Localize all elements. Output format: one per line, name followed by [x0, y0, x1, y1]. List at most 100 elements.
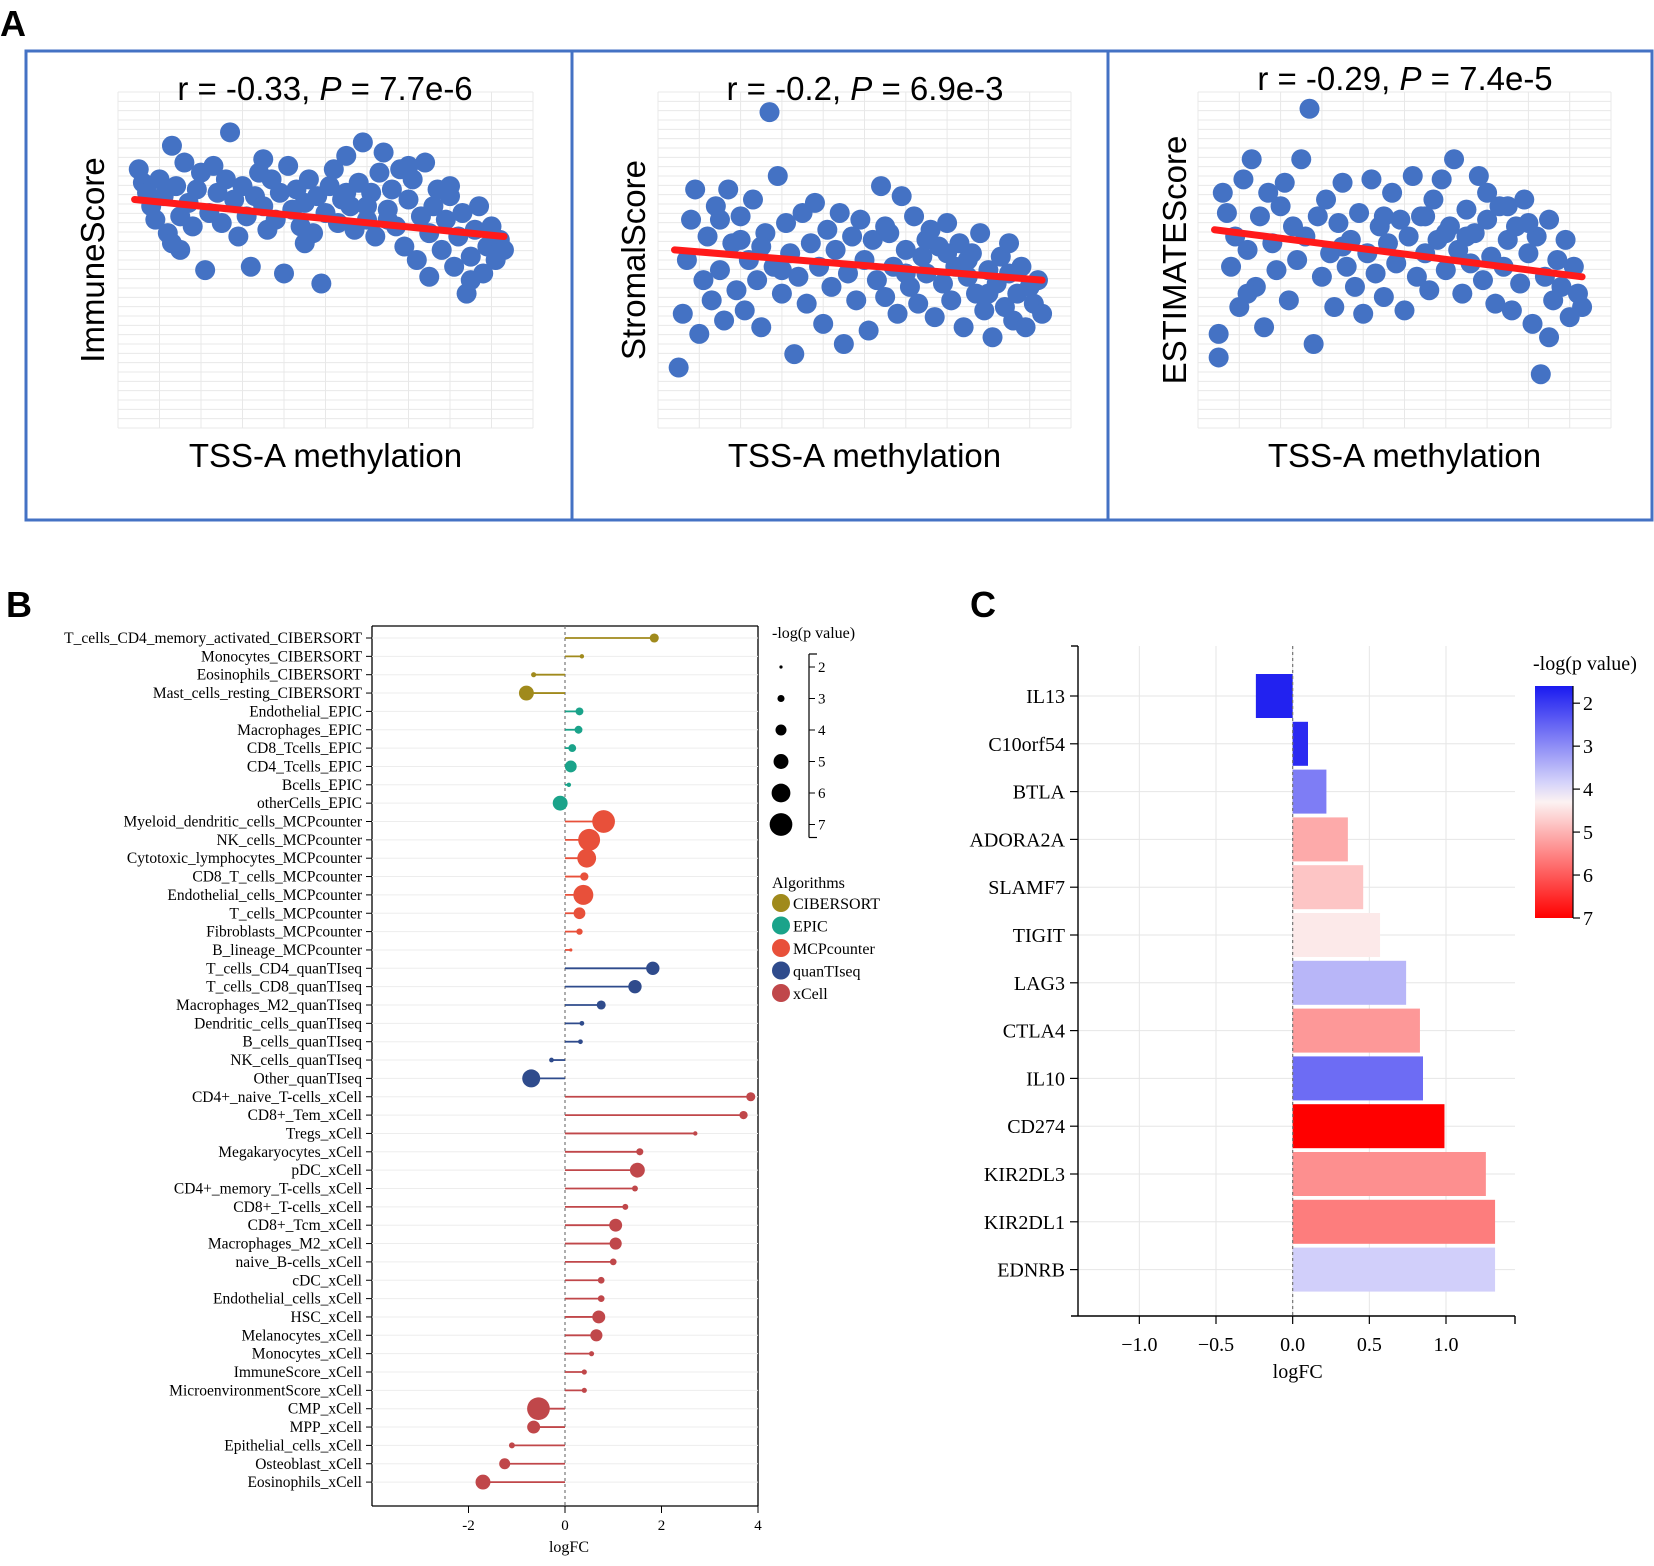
data-point — [837, 263, 858, 284]
lollipop-point — [628, 979, 642, 994]
lollipop-point — [508, 1442, 515, 1449]
x-axis-label: TSS-A methylation — [189, 437, 462, 474]
algorithm-legend-label: quanTIseq — [793, 964, 861, 981]
color-legend-label: 6 — [1583, 865, 1593, 887]
row-label: B_lineage_MCPcounter — [212, 942, 363, 959]
data-point — [1501, 300, 1522, 321]
algorithm-legend-dot — [772, 894, 790, 912]
row-label: HSC_xCell — [291, 1309, 362, 1326]
data-point — [974, 300, 995, 321]
data-point — [253, 149, 274, 170]
size-legend-label: 3 — [818, 692, 826, 708]
data-point — [875, 216, 896, 237]
category-label: IL13 — [1026, 686, 1065, 708]
bar — [1255, 674, 1293, 718]
lollipop-point — [576, 928, 583, 935]
data-point — [871, 176, 892, 197]
data-point — [1011, 256, 1032, 277]
x-axis-label: TSS-A methylation — [728, 437, 1001, 474]
lollipop-point — [569, 948, 573, 952]
row-label: Eosinophils_xCell — [247, 1474, 362, 1491]
lollipop-point — [575, 707, 584, 716]
lollipop-point — [527, 1397, 550, 1421]
lollipop-point — [581, 1369, 587, 1375]
lollipop-point — [499, 1458, 511, 1470]
data-point — [718, 179, 739, 200]
row-label: CD4+_naive_T-cells_xCell — [192, 1089, 362, 1106]
lollipop-point — [739, 1110, 748, 1120]
algorithm-legend-title: Algorithms — [772, 875, 845, 892]
color-legend-label: 5 — [1583, 822, 1593, 844]
data-point — [1539, 209, 1560, 230]
data-point — [714, 310, 735, 331]
row-label: T_cells_CD4_memory_activated_CIBERSORT — [64, 630, 362, 647]
data-point — [1382, 182, 1403, 203]
data-point — [957, 250, 978, 270]
data-point — [1353, 303, 1374, 324]
data-point — [825, 239, 846, 260]
data-point — [1423, 189, 1444, 210]
data-point — [1332, 172, 1353, 193]
row-label: Megakaryocytes_xCell — [218, 1144, 362, 1161]
data-point — [452, 202, 473, 223]
bar — [1292, 1199, 1496, 1244]
data-point — [697, 226, 718, 247]
lollipop-point — [746, 1092, 756, 1102]
data-point — [1431, 169, 1452, 190]
data-point — [817, 219, 838, 240]
lollipop-point — [609, 1237, 622, 1250]
data-point — [999, 233, 1020, 254]
category-label: CTLA4 — [1003, 1021, 1065, 1043]
data-point — [182, 216, 203, 237]
data-point — [771, 260, 792, 281]
row-label: CD8+_Tem_xCell — [248, 1107, 362, 1124]
data-point — [1291, 149, 1312, 170]
bar — [1292, 865, 1364, 910]
row-label: Dendritic_cells_quanTIseq — [194, 1015, 362, 1032]
row-label: otherCells_EPIC — [257, 795, 362, 812]
lollipop-point — [609, 1258, 617, 1266]
data-point — [912, 246, 933, 267]
data-point — [1324, 297, 1345, 318]
data-point — [1477, 182, 1498, 203]
data-point — [431, 239, 452, 260]
size-legend-label: 4 — [818, 723, 826, 739]
data-point — [747, 270, 768, 291]
lollipop-point — [631, 1185, 638, 1192]
data-point — [978, 283, 999, 304]
data-point — [681, 209, 702, 230]
size-legend-label: 5 — [818, 755, 826, 771]
row-label: Eosinophils_CIBERSORT — [197, 667, 363, 684]
data-point — [1435, 223, 1456, 244]
row-label: ImmuneScore_xCell — [234, 1364, 362, 1381]
data-point — [730, 229, 751, 250]
bar — [1292, 1104, 1445, 1149]
data-point — [672, 303, 693, 324]
lollipop-point — [649, 633, 659, 643]
data-point — [1303, 334, 1324, 354]
data-point — [904, 206, 925, 227]
data-point — [1398, 226, 1419, 247]
data-point — [1237, 239, 1258, 260]
data-point — [1274, 172, 1295, 193]
data-point — [970, 223, 991, 244]
lollipop-point — [592, 1310, 606, 1324]
data-point — [1270, 196, 1291, 217]
row-label: Endothelial_cells_MCPcounter — [167, 887, 362, 904]
title-p-symbol: P — [319, 70, 341, 107]
algorithm-legend-dot — [772, 916, 790, 935]
row-label: Bcells_EPIC — [282, 777, 362, 794]
x-tick-label: 0.0 — [1280, 1334, 1305, 1356]
row-label: Macrophages_M2_quanTIseq — [176, 997, 362, 1014]
data-point — [1328, 213, 1349, 234]
data-point — [1307, 206, 1328, 227]
panel-label-c: C — [970, 584, 996, 625]
lollipop-point — [518, 685, 534, 701]
row-label: Osteoblast_xCell — [255, 1456, 362, 1473]
row-label: T_cells_CD8_quanTIseq — [206, 979, 362, 996]
algorithm-legend-label: xCell — [793, 986, 828, 1003]
color-legend-title: -log(p value) — [1533, 653, 1637, 675]
data-point — [891, 186, 912, 207]
data-point — [1419, 280, 1440, 301]
data-point — [166, 176, 187, 197]
